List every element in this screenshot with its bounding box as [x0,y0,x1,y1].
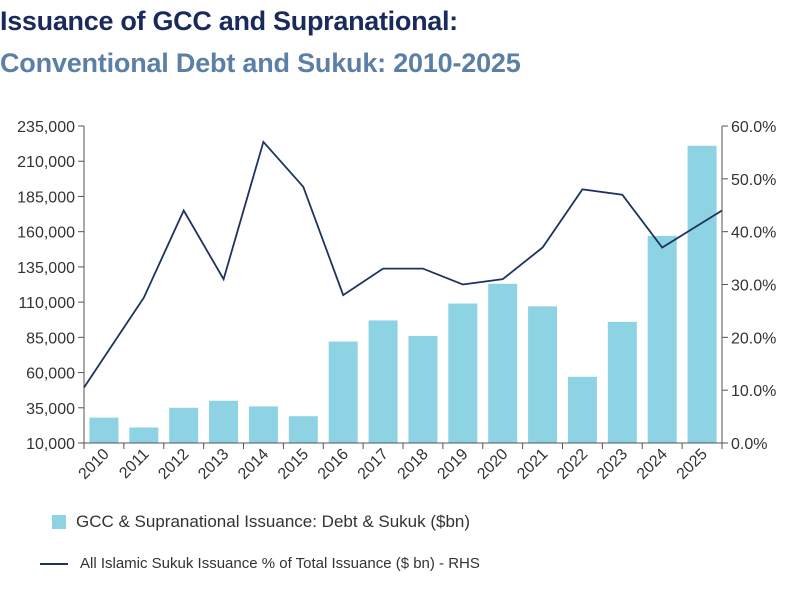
chart-title: Issuance of GCC and Supranational: [0,6,458,36]
y-left-tick-label: 10,000 [26,436,75,453]
y-right-tick-label: 40.0% [731,225,776,242]
bar-2010 [89,417,119,443]
x-tick-label-2025: 2025 [674,446,711,483]
x-tick-label-2022: 2022 [554,446,591,483]
x-tick-label-2014: 2014 [235,446,272,483]
legend-label-line: All Islamic Sukuk Issuance % of Total Is… [80,555,480,572]
bar-2017 [368,320,398,443]
x-tick-label-2021: 2021 [514,446,551,483]
legend-swatch-line [40,562,68,565]
x-tick-label-2017: 2017 [355,446,392,483]
legend-item-bar: GCC & Supranational Issuance: Debt & Suk… [40,512,470,532]
bar-2016 [328,341,358,443]
legend-label-bar: GCC & Supranational Issuance: Debt & Suk… [76,512,471,531]
line-series [83,140,723,388]
x-tick-label-2011: 2011 [116,446,152,482]
y-left-tick-label: 110,000 [18,295,75,312]
x-tick-label-2020: 2020 [474,446,511,483]
x-tick-label-2018: 2018 [395,446,432,483]
x-tick-label-2024: 2024 [634,446,671,483]
y-right-tick-label: 30.0% [731,278,776,295]
x-tick-label-2019: 2019 [434,446,471,483]
x-tick-label-2010: 2010 [76,446,113,483]
bar-2023 [607,321,637,443]
bar-2024 [647,235,677,443]
bar-2025 [687,145,717,444]
bar-series [89,145,717,444]
bar-2013 [209,400,239,443]
y-left-tick-label: 235,000 [17,119,75,136]
y-left-tick-label: 35,000 [26,401,75,418]
y-right-tick-label: 0.0% [731,436,767,453]
y-left-tick-label: 85,000 [26,330,75,347]
y-right-tick-label: 10.0% [731,383,776,400]
legend-item-line: All Islamic Sukuk Issuance % of Total Is… [40,555,480,572]
x-tick-label-2015: 2015 [275,446,312,483]
x-tick-label-2016: 2016 [315,446,352,483]
x-tick-label-2012: 2012 [155,446,192,483]
y-right-tick-label: 50.0% [731,172,776,189]
line-series-path [83,140,723,388]
bar-2015 [288,416,318,443]
chart-subtitle: Conventional Debt and Sukuk: 2010-2025 [0,48,521,78]
bar-2020 [488,283,518,443]
bar-2011 [129,427,159,443]
y-left-tick-label: 60,000 [26,366,75,383]
bar-2019 [448,303,478,443]
bar-2021 [528,306,558,443]
x-tick-label-2023: 2023 [594,446,631,483]
x-tick-label-2013: 2013 [195,446,232,483]
y-left-tick-label: 210,000 [17,154,75,171]
axes [78,125,728,449]
bar-2022 [567,376,597,443]
bar-2018 [408,335,438,443]
y-right-tick-label: 60.0% [731,119,776,136]
legend-swatch-bar [52,515,66,529]
y-right-tick-label: 20.0% [731,330,776,347]
bar-2012 [169,407,199,443]
y-left-tick-label: 160,000 [17,225,75,242]
y-left-tick-label: 185,000 [17,189,75,206]
y-left-tick-label: 135,000 [17,260,75,277]
bar-2014 [248,406,278,443]
